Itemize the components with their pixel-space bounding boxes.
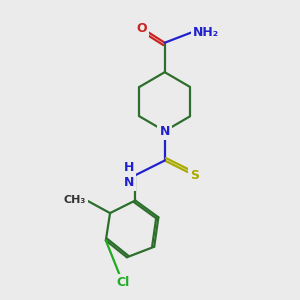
Text: NH₂: NH₂ [193,26,219,39]
Text: N: N [160,124,170,138]
Text: H
N: H N [124,161,134,189]
Text: Cl: Cl [116,276,129,289]
Text: S: S [190,169,199,182]
Text: O: O [136,22,147,34]
Text: CH₃: CH₃ [64,196,86,206]
